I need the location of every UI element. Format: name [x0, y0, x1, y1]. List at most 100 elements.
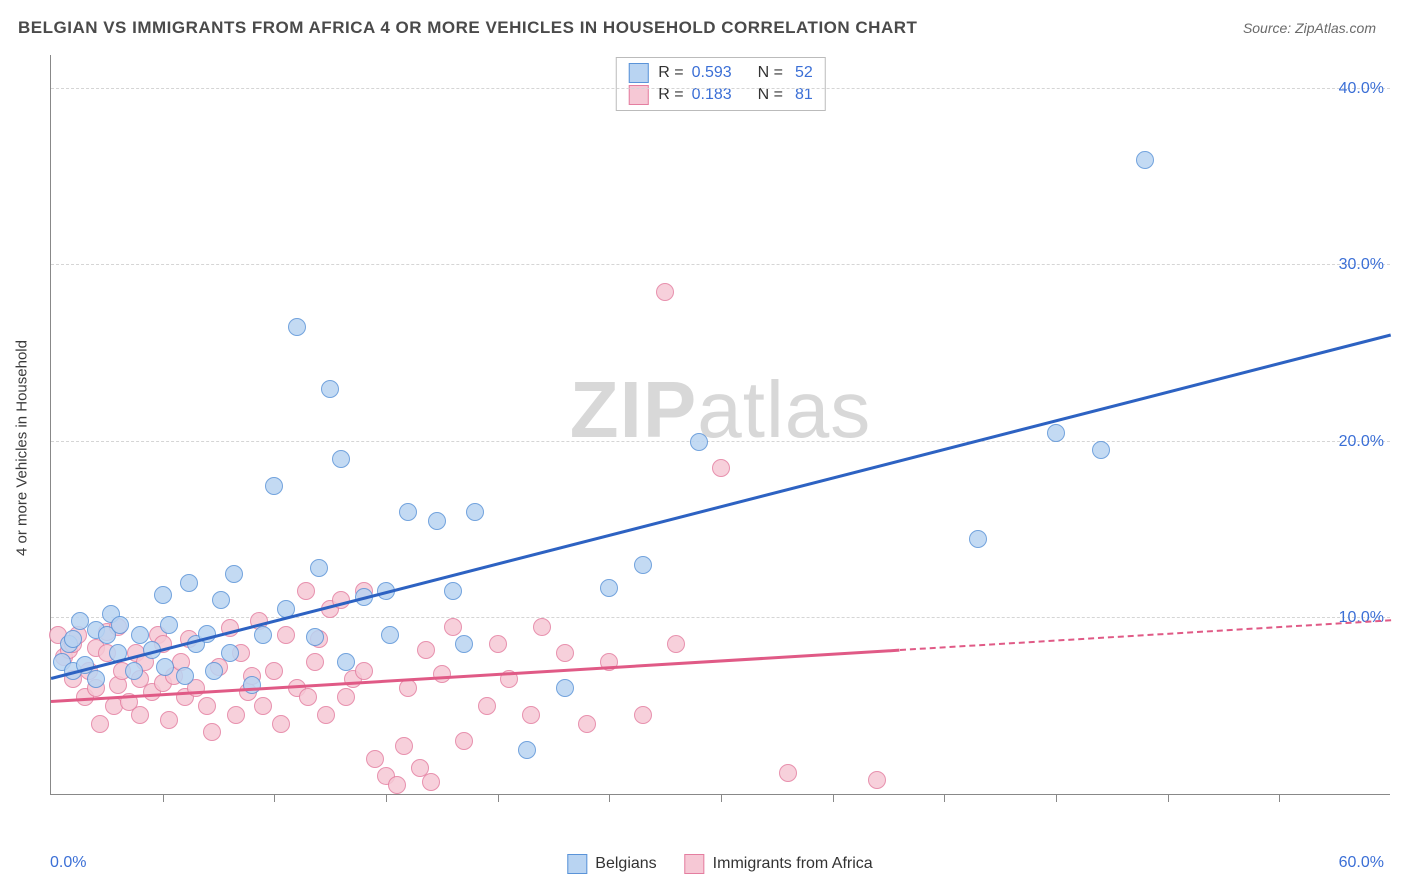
- legend-swatch: [567, 854, 587, 874]
- scatter-point: [444, 582, 462, 600]
- scatter-point: [317, 706, 335, 724]
- trend-line: [900, 619, 1391, 651]
- scatter-point: [399, 503, 417, 521]
- scatter-point: [227, 706, 245, 724]
- scatter-point: [332, 450, 350, 468]
- chart-source: Source: ZipAtlas.com: [1243, 20, 1376, 36]
- x-tick: [833, 794, 834, 802]
- x-tick: [609, 794, 610, 802]
- gridline: [51, 88, 1390, 89]
- scatter-point: [600, 579, 618, 597]
- scatter-point: [225, 565, 243, 583]
- scatter-point: [634, 706, 652, 724]
- scatter-plot: ZIPatlas R = 0.593N = 52R = 0.183N = 81 …: [50, 55, 1390, 795]
- y-tick-label: 40.0%: [1339, 80, 1384, 98]
- legend-item: Immigrants from Africa: [685, 854, 873, 874]
- scatter-point: [355, 662, 373, 680]
- scatter-point: [288, 318, 306, 336]
- legend-label: Immigrants from Africa: [713, 855, 873, 873]
- scatter-point: [690, 433, 708, 451]
- scatter-point: [337, 653, 355, 671]
- y-axis-label: 4 or more Vehicles in Household: [14, 340, 31, 556]
- x-max-label: 60.0%: [1339, 854, 1384, 872]
- scatter-point: [299, 688, 317, 706]
- scatter-point: [176, 667, 194, 685]
- scatter-point: [1092, 441, 1110, 459]
- scatter-point: [656, 283, 674, 301]
- scatter-point: [381, 626, 399, 644]
- x-tick: [1279, 794, 1280, 802]
- x-tick: [274, 794, 275, 802]
- scatter-point: [417, 641, 435, 659]
- scatter-point: [160, 711, 178, 729]
- scatter-point: [205, 662, 223, 680]
- chart-title: BELGIAN VS IMMIGRANTS FROM AFRICA 4 OR M…: [18, 18, 917, 38]
- scatter-point: [198, 697, 216, 715]
- scatter-point: [277, 626, 295, 644]
- scatter-point: [254, 626, 272, 644]
- scatter-point: [1047, 424, 1065, 442]
- scatter-point: [306, 653, 324, 671]
- x-tick: [1056, 794, 1057, 802]
- scatter-point: [64, 630, 82, 648]
- chart-area: 4 or more Vehicles in Household ZIPatlas…: [50, 55, 1390, 840]
- bottom-legend: Belgians Immigrants from Africa: [567, 854, 872, 874]
- scatter-point: [428, 512, 446, 530]
- legend-stats: R = 0.593N = 52R = 0.183N = 81: [615, 57, 825, 111]
- scatter-point: [556, 679, 574, 697]
- scatter-point: [243, 676, 261, 694]
- scatter-point: [478, 697, 496, 715]
- scatter-point: [455, 635, 473, 653]
- scatter-point: [111, 616, 129, 634]
- y-tick-label: 30.0%: [1339, 256, 1384, 274]
- scatter-point: [388, 776, 406, 794]
- scatter-point: [337, 688, 355, 706]
- scatter-point: [310, 559, 328, 577]
- scatter-point: [667, 635, 685, 653]
- scatter-point: [321, 380, 339, 398]
- scatter-point: [272, 715, 290, 733]
- scatter-point: [712, 459, 730, 477]
- scatter-point: [556, 644, 574, 662]
- scatter-point: [156, 658, 174, 676]
- scatter-point: [254, 697, 272, 715]
- scatter-point: [180, 574, 198, 592]
- scatter-point: [125, 662, 143, 680]
- scatter-point: [969, 530, 987, 548]
- gridline: [51, 264, 1390, 265]
- x-tick: [721, 794, 722, 802]
- scatter-point: [395, 737, 413, 755]
- scatter-point: [366, 750, 384, 768]
- y-tick-label: 10.0%: [1339, 609, 1384, 627]
- scatter-point: [422, 773, 440, 791]
- scatter-point: [154, 586, 172, 604]
- x-tick: [498, 794, 499, 802]
- scatter-point: [522, 706, 540, 724]
- y-tick-label: 20.0%: [1339, 433, 1384, 451]
- x-tick: [163, 794, 164, 802]
- scatter-point: [212, 591, 230, 609]
- scatter-point: [533, 618, 551, 636]
- scatter-point: [489, 635, 507, 653]
- legend-swatch: [628, 63, 648, 83]
- scatter-point: [306, 628, 324, 646]
- scatter-point: [87, 670, 105, 688]
- x-tick: [1168, 794, 1169, 802]
- scatter-point: [578, 715, 596, 733]
- scatter-point: [518, 741, 536, 759]
- scatter-point: [433, 665, 451, 683]
- legend-item: Belgians: [567, 854, 656, 874]
- x-min-label: 0.0%: [50, 854, 86, 872]
- scatter-point: [265, 477, 283, 495]
- scatter-point: [399, 679, 417, 697]
- trend-line: [51, 333, 1392, 679]
- scatter-point: [634, 556, 652, 574]
- scatter-point: [444, 618, 462, 636]
- legend-stats-row: R = 0.593N = 52: [628, 62, 812, 84]
- watermark: ZIPatlas: [570, 364, 871, 456]
- scatter-point: [455, 732, 473, 750]
- scatter-point: [466, 503, 484, 521]
- gridline: [51, 441, 1390, 442]
- scatter-point: [868, 771, 886, 789]
- scatter-point: [131, 706, 149, 724]
